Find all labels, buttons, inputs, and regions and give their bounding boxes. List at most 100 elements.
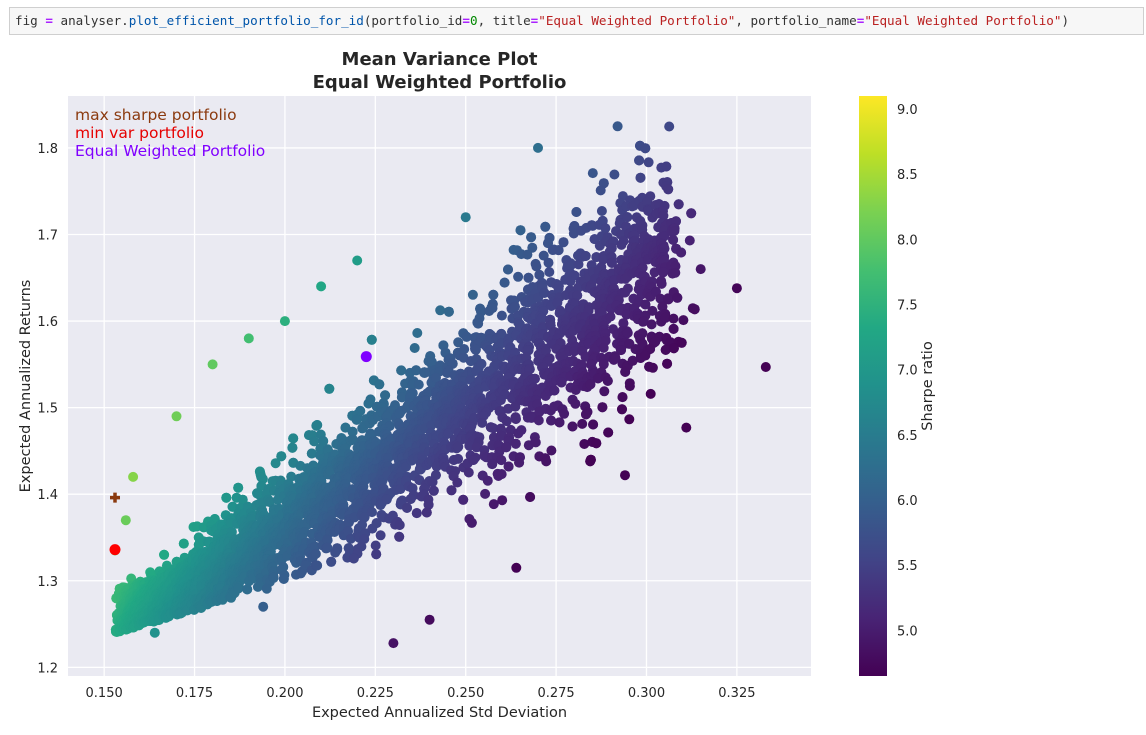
portfolio-point [306, 448, 317, 459]
portfolio-point [538, 250, 549, 261]
portfolio-point [227, 501, 238, 512]
portfolio-point [534, 269, 545, 280]
portfolio-point [381, 494, 392, 505]
portfolio-point [477, 417, 488, 428]
portfolio-point [371, 549, 382, 560]
portfolio-point [363, 398, 374, 409]
portfolio-point [664, 121, 675, 132]
code-token: ) [1061, 13, 1070, 28]
portfolio-point [509, 301, 520, 312]
portfolio-point [279, 316, 290, 327]
portfolio-point [463, 467, 474, 478]
portfolio-point [527, 242, 538, 253]
portfolio-point [233, 482, 244, 493]
portfolio-point [171, 411, 182, 422]
portfolio-point [278, 573, 289, 584]
portfolio-point [501, 442, 512, 453]
portfolio-point [221, 492, 232, 503]
portfolio-point [616, 239, 627, 250]
portfolio-point [510, 438, 521, 449]
portfolio-point [487, 303, 498, 314]
portfolio-point [351, 414, 362, 425]
portfolio-point [322, 535, 333, 546]
portfolio-point [596, 206, 607, 216]
portfolio-point [549, 385, 560, 396]
portfolio-point [295, 568, 306, 579]
portfolio-point [270, 458, 281, 469]
portfolio-point [661, 161, 672, 172]
portfolio-point [522, 249, 533, 260]
portfolio-point [431, 372, 441, 383]
portfolio-point [496, 430, 507, 441]
portfolio-point [288, 433, 299, 444]
portfolio-point [605, 311, 616, 322]
portfolio-point [544, 267, 555, 277]
portfolio-point [467, 289, 478, 300]
portfolio-point [663, 184, 674, 195]
code-cell[interactable]: fig = analyser.plot_efficient_portfolio_… [9, 7, 1144, 35]
portfolio-point [499, 277, 510, 288]
portfolio-point [394, 531, 405, 542]
portfolio-point [375, 530, 386, 541]
portfolio-point [452, 477, 463, 488]
code-token: = [462, 13, 470, 28]
portfolio-point [374, 379, 385, 390]
portfolio-point [453, 441, 464, 452]
portfolio-point [488, 423, 499, 434]
portfolio-point [446, 485, 457, 496]
portfolio-point [487, 459, 498, 470]
portfolio-point [423, 499, 434, 510]
portfolio-point [460, 212, 471, 223]
portfolio-point [468, 455, 479, 465]
portfolio-point [421, 507, 432, 518]
portfolio-point [347, 426, 358, 437]
mean-variance-chart: 0.150 0.175 0.200 0.225 0.250 0.275 0.300 0.325… [18, 49, 936, 721]
portfolio-point [503, 264, 513, 275]
code-token: , title [477, 13, 531, 28]
portfolio-point [673, 199, 684, 210]
code-token: , portfolio_name [735, 13, 857, 28]
portfolio-point [598, 254, 609, 265]
portfolio-point [375, 500, 386, 511]
portfolio-point [523, 272, 534, 283]
portfolio-point [459, 344, 470, 355]
portfolio-point [669, 226, 680, 236]
portfolio-point [402, 502, 412, 513]
portfolio-point [622, 212, 633, 223]
portfolio-point [606, 257, 617, 268]
code-token: = [856, 13, 865, 28]
portfolio-point [258, 601, 269, 612]
portfolio-point [558, 237, 569, 248]
portfolio-point [609, 169, 620, 180]
portfolio-point [261, 583, 272, 594]
portfolio-point [324, 383, 335, 394]
portfolio-point [684, 235, 695, 246]
portfolio-point [367, 507, 377, 518]
portfolio-point [312, 420, 323, 430]
portfolio-point [242, 584, 253, 595]
portfolio-point [370, 540, 381, 551]
portfolio-point [556, 377, 567, 388]
portfolio-point [268, 572, 279, 583]
portfolio-point [587, 168, 598, 179]
portfolio-point [470, 344, 481, 355]
portfolio-point [495, 395, 506, 406]
code-token: = [530, 13, 539, 28]
portfolio-point [600, 223, 611, 234]
portfolio-point [120, 515, 131, 526]
portfolio-point [128, 471, 139, 482]
portfolio-point [396, 365, 407, 376]
portfolio-point [254, 489, 265, 500]
portfolio-point [473, 318, 484, 329]
code-token: "Equal Weighted Portfolio" [864, 13, 1062, 28]
portfolio-cloud [110, 121, 771, 649]
portfolio-point [149, 627, 160, 638]
portfolio-point [572, 290, 583, 301]
portfolio-point [458, 494, 469, 505]
portfolio-point [540, 345, 551, 356]
portfolio-point [516, 425, 527, 436]
portfolio-point [634, 155, 645, 166]
portfolio-point [412, 328, 423, 338]
portfolio-point [471, 442, 482, 453]
portfolio-point [496, 455, 507, 466]
